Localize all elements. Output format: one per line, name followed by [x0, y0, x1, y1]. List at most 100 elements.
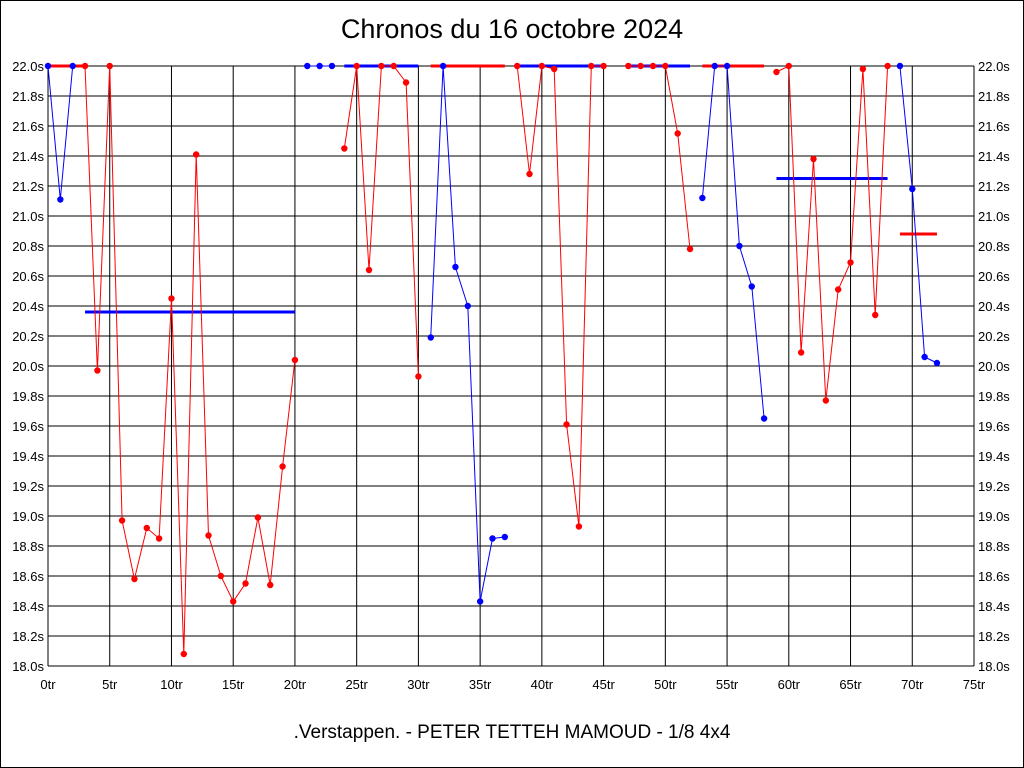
- y-tick-label-left: 20.2s: [12, 329, 44, 344]
- data-point: [625, 62, 632, 70]
- data-point: [44, 62, 52, 70]
- data-point: [267, 581, 274, 589]
- data-point: [402, 79, 410, 86]
- y-tick-label-left: 18.4s: [12, 599, 44, 614]
- series-line: [516, 65, 604, 527]
- data-point: [476, 598, 484, 605]
- data-point: [242, 580, 249, 587]
- y-tick-label-right: 21.6s: [978, 119, 1010, 134]
- data-point: [674, 130, 681, 137]
- y-tick-label-left: 20.4s: [12, 299, 44, 314]
- data-point: [699, 194, 706, 202]
- y-tick-label-left: 21.4s: [12, 149, 44, 164]
- data-point: [933, 359, 941, 367]
- data-point: [588, 62, 595, 70]
- data-point: [415, 373, 422, 380]
- x-tick-label: 60tr: [778, 677, 801, 692]
- data-point: [427, 334, 434, 341]
- x-tick-label: 65tr: [839, 677, 862, 692]
- chart-title: Chronos du 16 octobre 2024: [340, 14, 684, 44]
- data-point: [168, 295, 175, 302]
- x-tick-label: 55tr: [716, 677, 739, 692]
- y-tick-label-left: 19.4s: [12, 449, 44, 464]
- x-tick-label: 10tr: [160, 677, 183, 692]
- data-point: [81, 62, 89, 70]
- series-line: [84, 65, 296, 655]
- y-tick-label-left: 19.8s: [12, 389, 44, 404]
- series-line: [701, 65, 765, 419]
- data-point: [711, 62, 718, 70]
- x-tick-label: 35tr: [469, 677, 492, 692]
- x-tick-label: 15tr: [222, 677, 245, 692]
- data-point: [291, 356, 299, 364]
- data-point: [909, 185, 916, 193]
- y-tick-label-right: 21.8s: [978, 89, 1010, 104]
- data-point: [748, 283, 755, 290]
- data-point: [353, 62, 360, 70]
- data-point: [538, 62, 546, 70]
- y-tick-label-left: 19.0s: [12, 509, 44, 524]
- x-tick-label: 20tr: [284, 677, 307, 692]
- data-point: [378, 62, 385, 70]
- y-tick-label-left: 21.8s: [12, 89, 44, 104]
- y-tick-label-left: 19.6s: [12, 419, 44, 434]
- y-tick-label-left: 21.2s: [12, 179, 44, 194]
- data-point: [205, 532, 212, 539]
- data-point: [192, 151, 200, 158]
- y-tick-label-left: 19.2s: [12, 479, 44, 494]
- data-point: [551, 65, 558, 73]
- data-point: [810, 155, 817, 163]
- y-tick-label-left: 22.0s: [12, 59, 44, 74]
- series-line: [776, 65, 889, 401]
- data-point: [773, 68, 780, 76]
- data-point: [316, 62, 323, 70]
- data-point: [723, 62, 731, 70]
- y-tick-label-right: 19.4s: [978, 449, 1010, 464]
- x-tick-label: 5tr: [102, 677, 118, 692]
- axes: 18.0s 18.0s 18.2s 18.2s 18.4s 18.4s 18.6s 18.6s…: [12, 59, 1010, 692]
- data-point: [822, 397, 830, 404]
- segment-averages: [48, 64, 937, 314]
- data-point: [760, 415, 768, 422]
- y-tick-label-left: 18.8s: [12, 539, 44, 554]
- data-point: [662, 62, 669, 70]
- y-tick-label-left: 18.2s: [12, 629, 44, 644]
- data-point: [526, 170, 533, 178]
- y-tick-label-right: 20.0s: [978, 359, 1010, 374]
- data-point: [736, 242, 743, 250]
- y-tick-label-right: 18.2s: [978, 629, 1010, 644]
- y-tick-label-right: 20.8s: [978, 239, 1010, 254]
- y-tick-label-right: 21.0s: [978, 209, 1010, 224]
- x-tick-label: 0tr: [40, 677, 56, 692]
- data-point: [785, 62, 792, 70]
- x-tick-label: 30tr: [407, 677, 430, 692]
- data-point: [365, 266, 373, 274]
- data-point: [600, 62, 607, 70]
- y-tick-label-right: 19.8s: [978, 389, 1010, 404]
- data-point: [94, 367, 101, 374]
- y-tick-label-right: 20.6s: [978, 269, 1010, 284]
- data-point: [489, 535, 496, 542]
- series: [44, 62, 941, 658]
- series-line: [430, 65, 505, 602]
- data-point: [230, 598, 237, 605]
- data-point: [106, 62, 113, 70]
- data-point: [439, 62, 447, 70]
- y-tick-label-left: 21.0s: [12, 209, 44, 224]
- series-line: [899, 65, 938, 364]
- series-line: [47, 65, 74, 200]
- x-tick-label: 50tr: [654, 677, 677, 692]
- data-point: [513, 62, 521, 70]
- x-tick-label: 25tr: [345, 677, 368, 692]
- data-point: [304, 62, 311, 70]
- y-tick-label-right: 18.0s: [978, 659, 1010, 674]
- x-tick-label: 45tr: [592, 677, 615, 692]
- data-point: [155, 535, 163, 542]
- x-tick-label: 75tr: [963, 677, 986, 692]
- data-point: [118, 517, 126, 524]
- y-tick-label-right: 18.4s: [978, 599, 1010, 614]
- y-tick-label-left: 18.6s: [12, 569, 44, 584]
- y-tick-label-right: 19.6s: [978, 419, 1010, 434]
